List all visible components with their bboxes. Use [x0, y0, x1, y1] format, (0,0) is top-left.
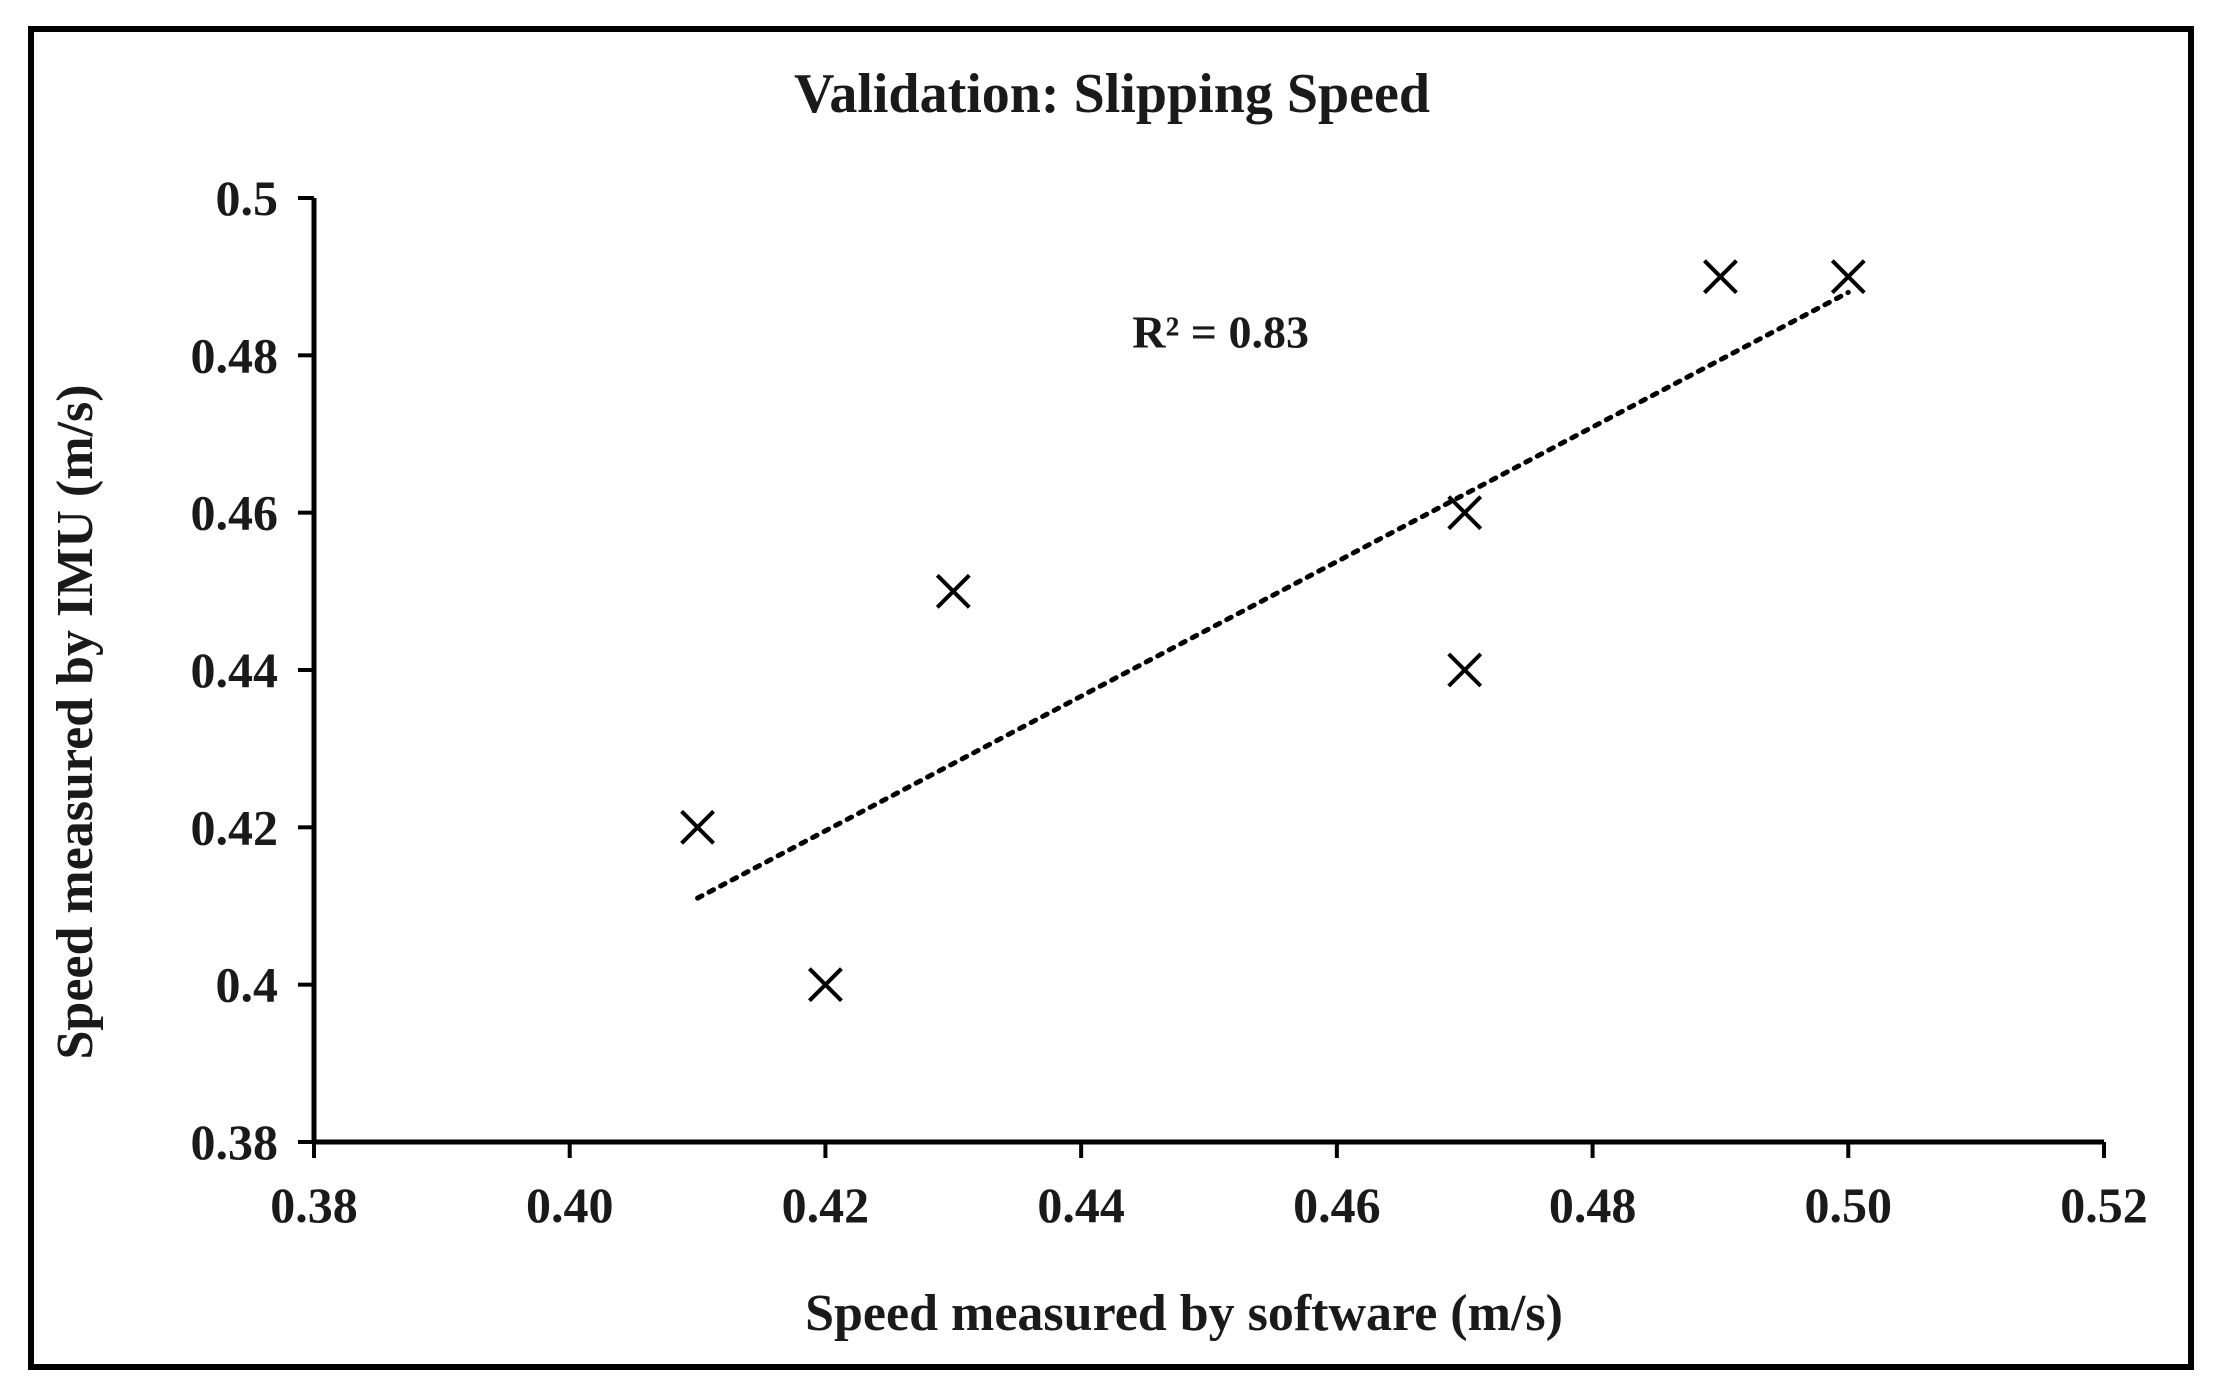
data-point-marker — [1830, 259, 1866, 295]
y-axis-label: Speed measured by IMU (m/s) — [47, 384, 104, 1059]
trendline-group — [695, 289, 1851, 901]
marker-stroke — [808, 967, 843, 1003]
r-squared-annotation: R² = 0.83 — [1132, 307, 1309, 358]
y-tick-label: 0.5 — [216, 170, 279, 226]
chart-title: Validation: Slipping Speed — [794, 63, 1430, 125]
data-point-marker — [808, 967, 843, 1003]
marker-stroke — [1447, 652, 1483, 688]
x-tick-label: 0.50 — [1805, 1177, 1893, 1233]
x-tick-label: 0.46 — [1293, 1177, 1381, 1233]
data-points — [680, 259, 1866, 1003]
y-tick-label: 0.44 — [191, 642, 279, 698]
x-tick-label: 0.42 — [782, 1177, 870, 1233]
x-tick-label: 0.48 — [1549, 1177, 1637, 1233]
y-tick-label: 0.4 — [216, 957, 279, 1013]
x-tick-label: 0.38 — [270, 1177, 358, 1233]
x-axis-label: Speed measured by software (m/s) — [805, 1285, 1563, 1342]
trendline — [695, 289, 1851, 901]
marker-stroke — [1447, 495, 1483, 531]
marker-stroke — [1703, 259, 1738, 295]
y-tick-label: 0.48 — [191, 327, 279, 383]
marker-stroke — [935, 573, 971, 609]
y-tick-label: 0.38 — [191, 1114, 279, 1170]
y-tick-label: 0.46 — [191, 485, 279, 541]
data-point-marker — [680, 809, 715, 845]
data-point-marker — [1447, 495, 1483, 531]
x-tick-label: 0.40 — [526, 1177, 614, 1233]
chart-frame — [28, 26, 2194, 1370]
data-point-marker — [935, 573, 971, 609]
data-point-marker — [1447, 652, 1483, 688]
marker-stroke — [680, 809, 715, 845]
x-axis-ticks: 0.38 0.40 0.42 0.44 0.46 0.48 0.50 0.52 — [270, 1142, 2148, 1233]
y-axis-ticks: 0.38 0.4 0.42 0.44 0.46 0.48 0.5 — [191, 170, 314, 1170]
data-point-marker — [1703, 259, 1738, 295]
x-tick-label: 0.52 — [2060, 1177, 2148, 1233]
x-tick-label: 0.44 — [1037, 1177, 1125, 1233]
y-tick-label: 0.42 — [191, 799, 279, 855]
marker-stroke — [1830, 259, 1866, 295]
